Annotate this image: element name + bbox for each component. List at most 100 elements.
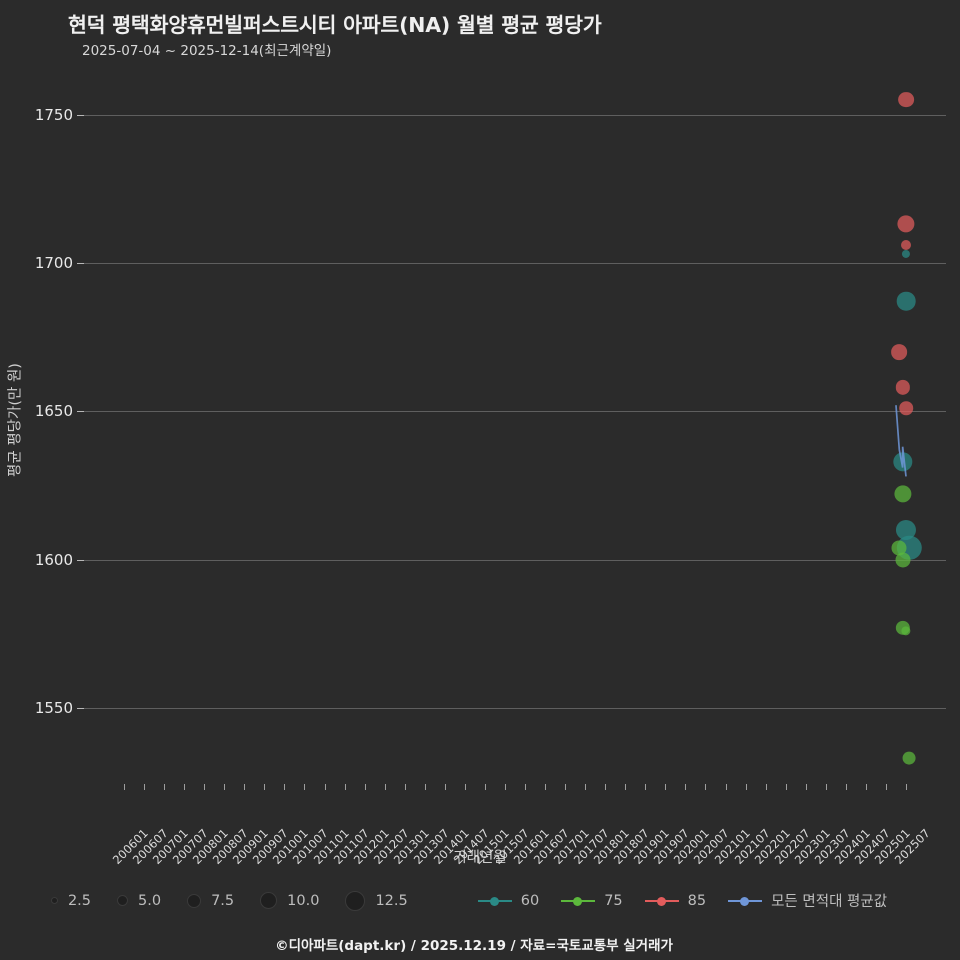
- x-tick-mark: [504, 784, 506, 790]
- x-tick-mark: [244, 784, 246, 790]
- y-tick-label: 1650: [34, 402, 73, 421]
- color-legend-swatch: [477, 894, 512, 907]
- x-tick-mark: [745, 784, 747, 790]
- x-tick-mark: [444, 784, 446, 790]
- x-tick-mark: [264, 784, 266, 790]
- size-legend-label: 2.5: [67, 892, 92, 909]
- size-legend-dot: [50, 897, 58, 904]
- x-tick-mark: [645, 784, 647, 790]
- x-tick-mark: [364, 784, 366, 790]
- x-tick-mark: [424, 784, 426, 790]
- x-tick-mark: [184, 784, 186, 790]
- color-legend-swatch: [644, 894, 679, 907]
- size-legend-label: 12.5: [375, 892, 408, 909]
- data-point[interactable]: [897, 215, 915, 233]
- x-tick-mark: [765, 784, 767, 790]
- y-tick-label: 1550: [34, 698, 73, 717]
- x-tick-mark: [344, 784, 346, 790]
- x-tick-mark: [484, 784, 486, 790]
- size-legend-item[interactable]: 5.0: [117, 893, 187, 909]
- x-tick-mark: [404, 784, 406, 790]
- color-legend-swatch: [728, 894, 763, 907]
- x-tick-mark: [805, 784, 807, 790]
- gridline: [84, 262, 946, 264]
- y-tick-label: 1750: [34, 105, 73, 124]
- color-legend-item[interactable]: 85: [644, 892, 707, 909]
- data-point[interactable]: [899, 401, 913, 415]
- x-tick-mark: [384, 784, 386, 790]
- color-legend: 60 75 85 모든 면적대 평균값: [477, 890, 909, 911]
- gridline: [84, 114, 946, 116]
- x-tick-mark: [845, 784, 847, 790]
- size-legend-dot: [187, 893, 202, 908]
- data-point[interactable]: [896, 292, 916, 311]
- x-tick-mark: [665, 784, 667, 790]
- y-tick-label: 1600: [34, 550, 73, 569]
- x-tick-mark: [585, 784, 587, 790]
- y-axis-title: 평균 평당가(만 원): [7, 363, 24, 477]
- color-legend-label: 60: [520, 892, 540, 909]
- x-tick-mark: [464, 784, 466, 790]
- x-tick-mark: [124, 784, 125, 790]
- data-point[interactable]: [902, 751, 916, 765]
- color-legend-item[interactable]: 75: [561, 893, 623, 909]
- x-tick-mark: [204, 784, 206, 790]
- x-tick-mark: [825, 784, 827, 790]
- size-legend-dot: [345, 890, 366, 911]
- y-tick-mark: [77, 559, 84, 561]
- y-tick-mark: [77, 707, 84, 709]
- data-point[interactable]: [901, 249, 911, 258]
- color-legend-swatch: [561, 894, 596, 907]
- x-tick-mark: [725, 784, 727, 790]
- size-legend-label: 10.0: [287, 892, 320, 909]
- color-legend-label: 모든 면적대 평균값: [771, 894, 888, 910]
- data-point[interactable]: [901, 240, 911, 251]
- x-tick-mark: [625, 784, 627, 790]
- data-point[interactable]: [891, 540, 907, 556]
- x-tick-mark: [685, 784, 687, 790]
- y-tick-mark: [77, 114, 84, 116]
- x-tick-mark: [865, 784, 867, 790]
- plot-area: 1750 1700 1650 1600 1550: [35, 70, 946, 782]
- size-legend-label: 7.5: [211, 892, 235, 909]
- data-point[interactable]: [898, 91, 914, 108]
- y-tick-label: 1700: [34, 253, 73, 272]
- x-tick-mark: [785, 784, 787, 790]
- color-legend-label: 85: [687, 892, 707, 909]
- x-tick-mark: [164, 784, 166, 790]
- x-tick-mark: [284, 784, 286, 790]
- size-legend-item[interactable]: 7.5: [187, 893, 260, 909]
- data-point[interactable]: [901, 626, 911, 636]
- x-tick-mark: [565, 784, 567, 790]
- x-tick-mark: [144, 784, 146, 790]
- size-legend-dot: [260, 892, 278, 909]
- size-legend-dot: [117, 895, 129, 906]
- y-tick-mark: [77, 262, 84, 264]
- size-legend-item[interactable]: 10.0: [260, 892, 345, 909]
- chart-subtitle: 2025-07-04 ~ 2025-12-14(최근계약일): [82, 43, 332, 59]
- footer-credit: ©디아파트(dapt.kr) / 2025.12.19 / 자료=국토교통부 실…: [275, 938, 673, 954]
- data-point[interactable]: [895, 380, 910, 395]
- data-point[interactable]: [895, 519, 917, 540]
- x-tick-mark: [885, 784, 887, 790]
- data-point[interactable]: [894, 485, 912, 503]
- data-point[interactable]: [891, 343, 908, 360]
- size-legend-item[interactable]: 2.5: [50, 892, 117, 909]
- x-axis-title: 거래년월: [453, 850, 507, 866]
- gridline: [84, 411, 946, 413]
- mean-value-line: [895, 405, 907, 477]
- x-tick-mark: [324, 784, 326, 790]
- chart-legend: 2.5 5.0 7.5 10.0 12.5 60 75 85 모든 면적대 평균값: [0, 890, 960, 911]
- y-tick-mark: [77, 411, 84, 413]
- page-title: 현덕 평택화양휴먼빌퍼스트시티 아파트(NA) 월별 평균 평당가: [68, 13, 602, 37]
- x-tick-mark: [545, 784, 547, 790]
- gridline: [84, 559, 946, 561]
- size-legend-label: 5.0: [138, 892, 162, 909]
- x-tick-mark: [525, 784, 527, 790]
- size-legend-item[interactable]: 12.5: [345, 890, 433, 911]
- data-point[interactable]: [895, 551, 911, 568]
- color-legend-item[interactable]: 60: [477, 892, 540, 909]
- x-tick-mark: [705, 784, 707, 790]
- color-legend-item[interactable]: 모든 면적대 평균값: [728, 890, 887, 911]
